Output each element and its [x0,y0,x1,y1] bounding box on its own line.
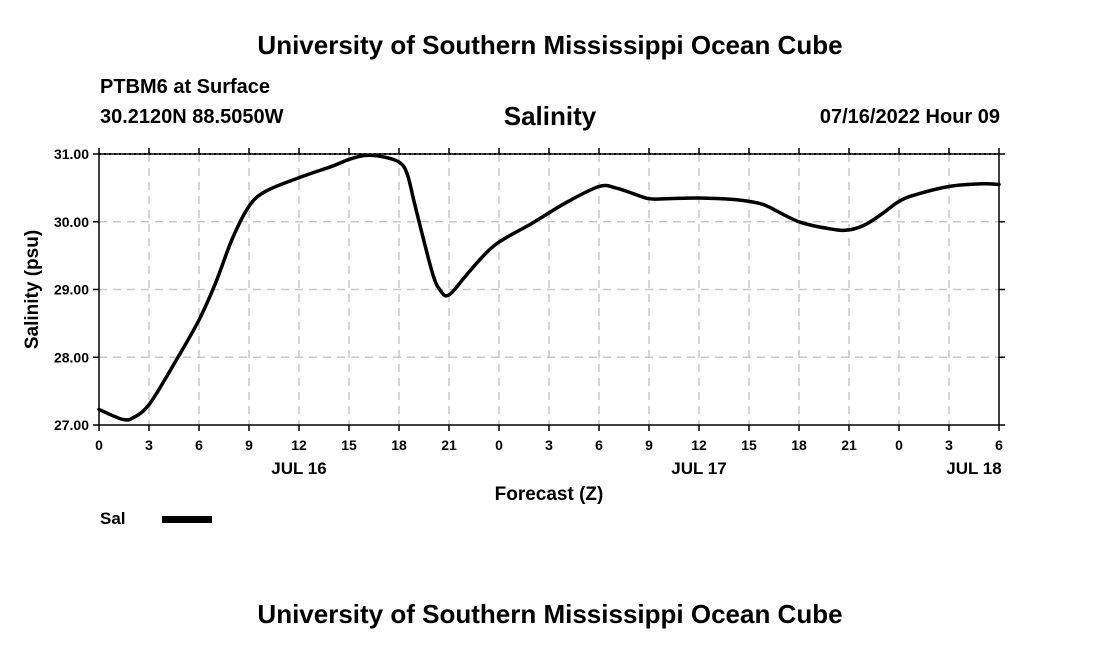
y-axis-ticks: 27.00 28.00 29.00 30.00 31.00 [54,146,1005,433]
x-axis-label: Forecast (Z) [495,484,604,505]
footer-title: University of Southern Mississippi Ocean… [257,599,843,629]
x-tick-label: 9 [645,437,653,453]
x-date-label: JUL 17 [671,459,726,478]
y-tick-label: 27.00 [54,417,89,433]
salinity-series-line [97,153,1001,422]
x-tick-label: 18 [391,437,407,453]
x-tick-label: 15 [741,437,757,453]
x-tick-label: 6 [195,437,203,453]
chart-title: Salinity [503,101,597,131]
x-tick-label: 3 [145,437,153,453]
x-tick-label: 18 [791,437,807,453]
station-coordinates: 30.2120N 88.5050W [100,106,284,128]
x-tick-label: 9 [245,437,253,453]
x-date-label: JUL 18 [946,459,1001,478]
legend-swatch [162,516,212,523]
x-axis-date-labels: JUL 16 JUL 17 JUL 18 [271,459,1001,478]
x-date-label: JUL 16 [271,459,326,478]
x-tick-label: 15 [341,437,357,453]
x-tick-label: 6 [995,437,1003,453]
x-tick-label: 12 [691,437,707,453]
x-tick-label: 3 [945,437,953,453]
x-tick-label: 0 [95,437,103,453]
x-tick-label: 0 [495,437,503,453]
chart-grid [99,154,999,425]
station-label: PTBM6 at Surface [100,76,271,98]
y-tick-label: 30.00 [54,214,89,230]
x-axis-ticks: 0 3 6 9 12 15 18 21 0 3 6 9 12 15 18 21 0 3 6 [95,148,1003,453]
y-axis-label: Salinity (psu) [22,230,43,349]
x-tick-label: 0 [895,437,903,453]
x-tick-label: 21 [441,437,457,453]
x-tick-label: 12 [291,437,307,453]
x-tick-label: 3 [545,437,553,453]
x-tick-label: 21 [841,437,857,453]
forecast-datetime: 07/16/2022 Hour 09 [819,106,1000,128]
y-tick-label: 28.00 [54,349,89,365]
legend-label: Sal [100,509,126,528]
y-tick-label: 31.00 [54,146,89,162]
x-tick-label: 6 [595,437,603,453]
page-title: University of Southern Mississippi Ocean… [257,30,843,60]
y-tick-label: 29.00 [54,282,89,298]
